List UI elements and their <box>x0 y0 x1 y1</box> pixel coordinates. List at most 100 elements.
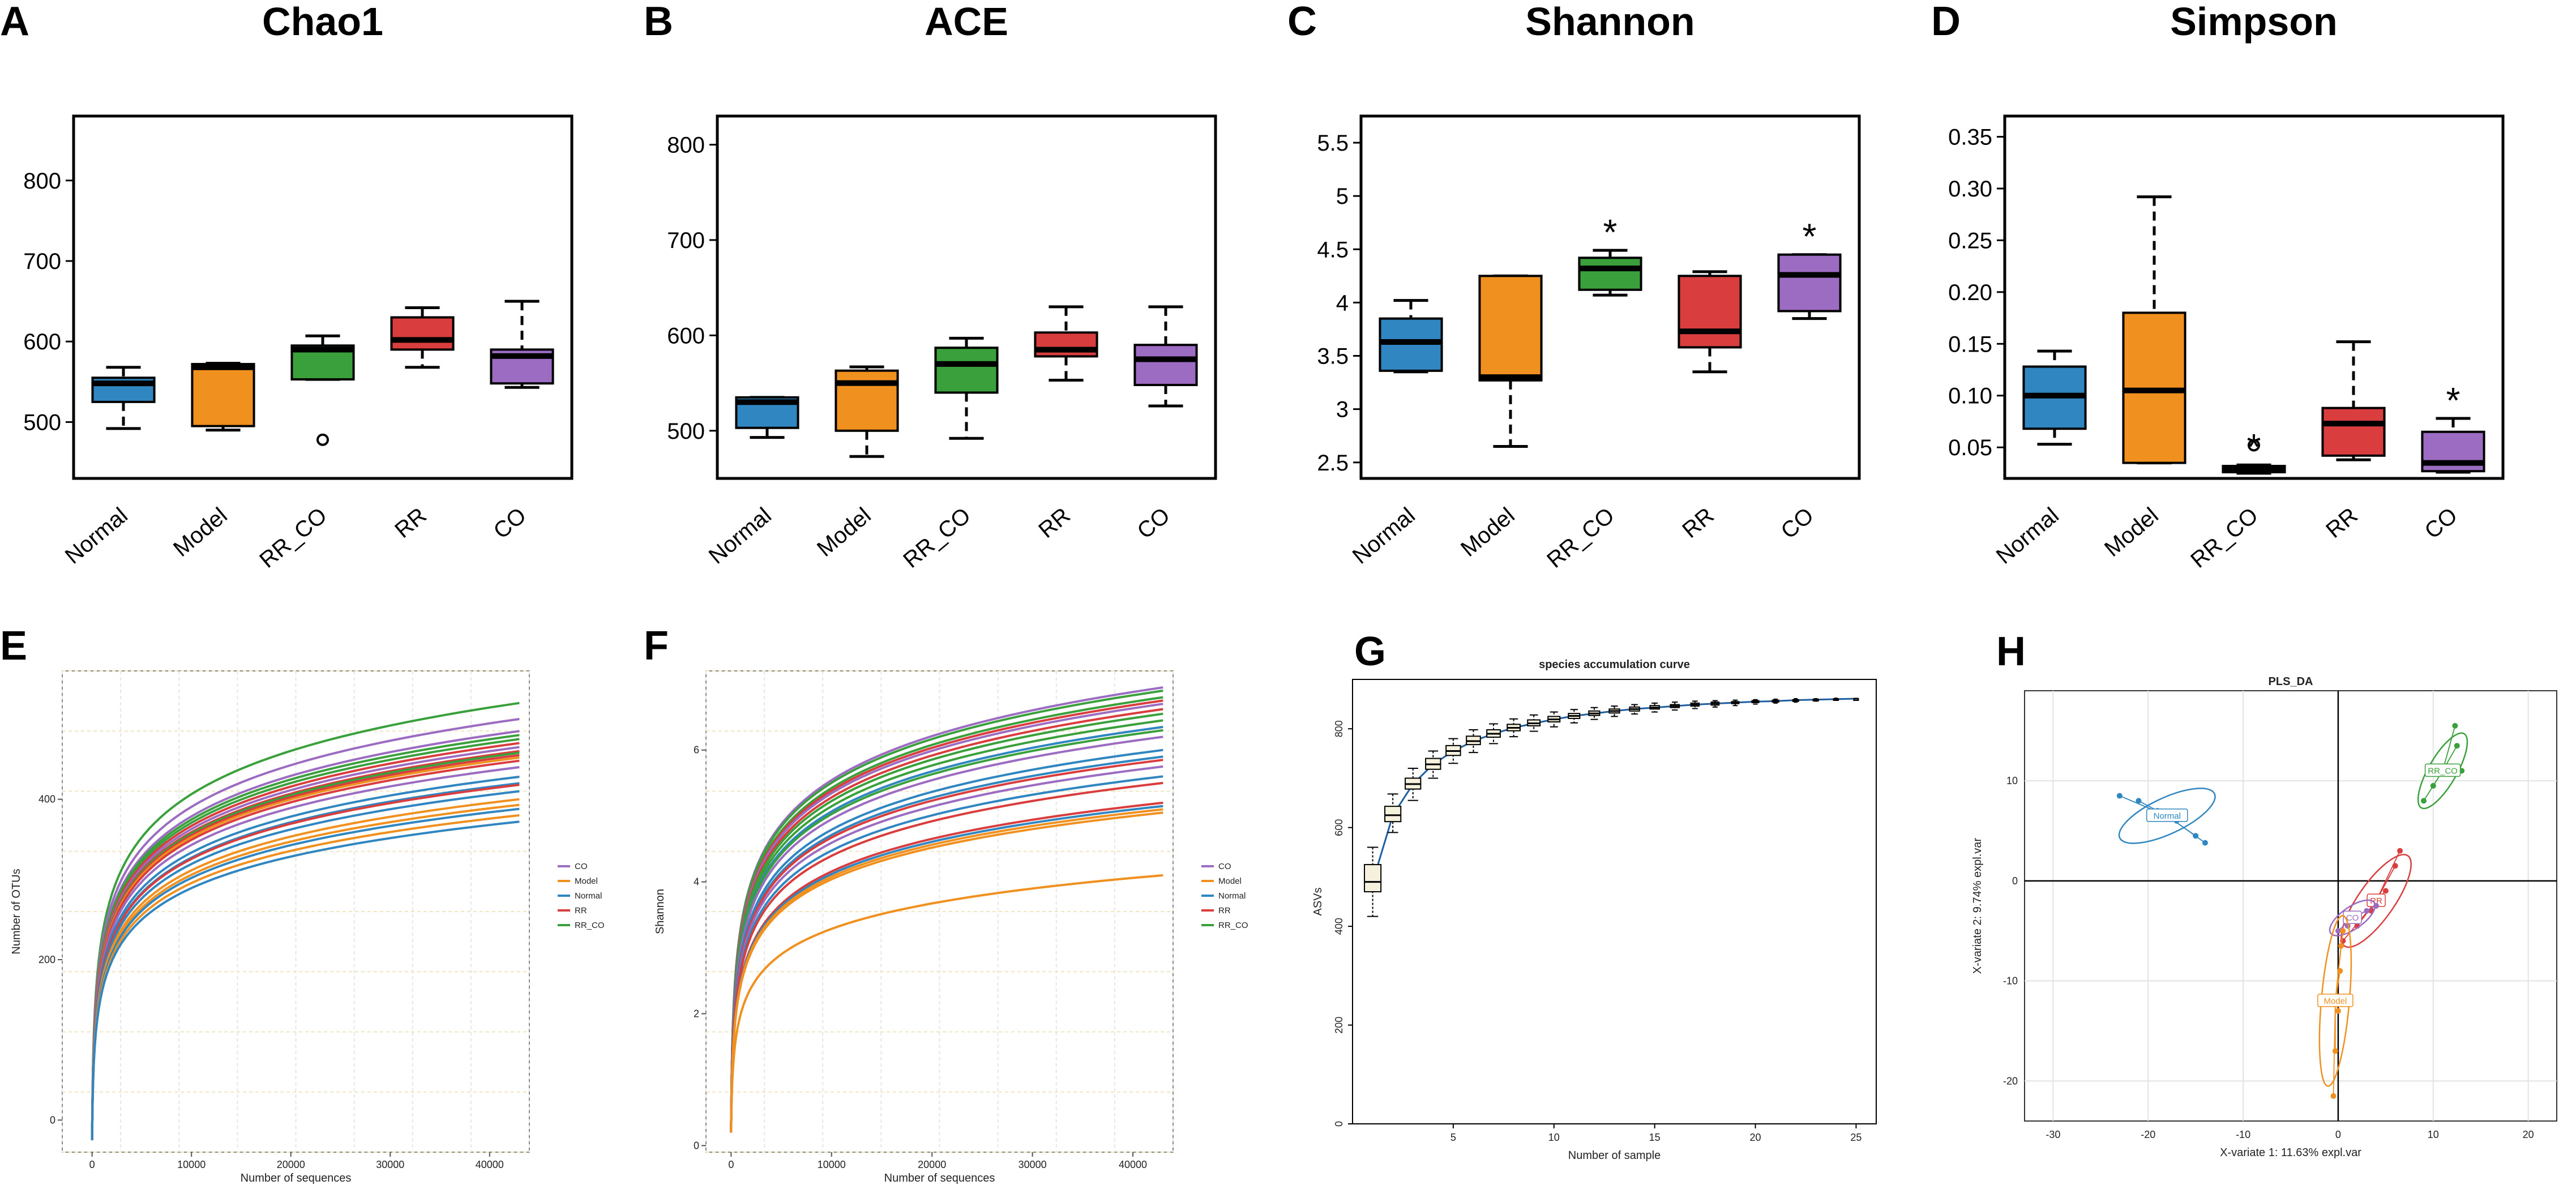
legend-label: CO <box>1218 862 1231 871</box>
x-tick-label: 10000 <box>177 1159 206 1170</box>
centroid-link-rr-co <box>2442 725 2456 771</box>
y-tick-label: 4 <box>1336 290 1349 315</box>
x-tick-label: 0 <box>89 1159 95 1170</box>
x-category-label: RR_CO <box>255 503 332 573</box>
y-tick-label: 3 <box>1336 397 1349 422</box>
x-tick-label: -10 <box>2236 1129 2250 1140</box>
x-tick-label: 15 <box>1649 1132 1661 1143</box>
box-rr <box>1678 275 1742 349</box>
y-tick-label: 2.5 <box>1317 451 1349 476</box>
x-category-label: Model <box>2100 503 2163 562</box>
x-tick-label: 40000 <box>476 1159 504 1170</box>
panel-h: H PLS_DA -30 -20 -10 0 10 20 -20 -10 0 10 X-variate … <box>1931 617 2575 1185</box>
rarefaction-curve-model <box>730 811 1163 1133</box>
x-category-label: CO <box>1133 503 1175 544</box>
sample-point-rr-co <box>2430 782 2436 789</box>
y-tick-label: 200 <box>1333 1017 1345 1034</box>
sample-point-model <box>2335 1008 2341 1014</box>
sample-point-rr-co <box>2421 798 2427 804</box>
y-tick-label: 0.10 <box>1948 384 1992 409</box>
x-tick-label: 0 <box>728 1159 734 1170</box>
plot-frame <box>72 114 574 480</box>
box-model <box>191 363 255 427</box>
y-tick-label: 6 <box>694 745 699 756</box>
box-rr <box>390 316 455 351</box>
y-tick-label: 0 <box>1333 1121 1345 1127</box>
x-tick-label: 20000 <box>277 1159 305 1170</box>
y-tick-label: 0.05 <box>1948 435 1992 460</box>
y-tick-label: 600 <box>1333 819 1345 836</box>
legend-label: RR_CO <box>1218 921 1248 930</box>
group-label-box-co <box>2343 910 2362 924</box>
box-rr <box>2321 407 2386 457</box>
chart-title: ACE <box>925 0 1008 44</box>
y-tick-label: 0.25 <box>1948 228 1992 253</box>
x-category-label: RR_CO <box>898 503 975 573</box>
group-label-rr: RR <box>2370 896 2382 906</box>
chao1-boxplot: A Chao1 500 600 700 800 Normal Model RR_CO RR CO <box>0 0 574 573</box>
x-tick-label: 20 <box>2523 1129 2534 1140</box>
y-tick-label: -10 <box>2003 976 2018 987</box>
rarefaction-curve-rr <box>730 781 1163 1133</box>
significance-star: * <box>2446 380 2461 421</box>
x-tick-label: 25 <box>1850 1132 1862 1143</box>
y-axis-title: Shannon <box>654 889 666 934</box>
y-tick-label: 10 <box>2006 775 2018 786</box>
outlier-point <box>2248 439 2260 452</box>
x-axis-title: X-variate 1: 11.63% expl.var <box>2220 1147 2361 1159</box>
y-tick-label: 0 <box>694 1140 699 1151</box>
panel-label: B <box>644 0 673 44</box>
sample-point-rr-co <box>2452 722 2458 729</box>
panel-b: B ACE 500 600 700 800 Normal Model RR_CO RR CO <box>644 0 1287 617</box>
centroid-link-model <box>2334 931 2344 1002</box>
x-tick-label: 30000 <box>1019 1159 1047 1170</box>
x-tick-label: 40000 <box>1119 1159 1147 1170</box>
otu-rarefaction-chart: E 0 10000 20000 30000 40000 0 200 400 Number of s… <box>0 623 605 1184</box>
panel-label: A <box>0 0 29 44</box>
x-category-label: Model <box>1456 503 1520 562</box>
significance-star: * <box>1803 216 1817 257</box>
y-tick-label: 700 <box>23 249 61 274</box>
x-category-label: Normal <box>704 503 776 569</box>
x-category-label: Normal <box>61 503 132 569</box>
y-tick-label: 4.5 <box>1317 237 1349 262</box>
accumulation-box <box>1384 806 1402 823</box>
legend-label: Normal <box>575 891 602 901</box>
y-axis-title: ASVs <box>1312 887 1324 916</box>
rarefaction-curve-normal <box>91 820 520 1140</box>
y-tick-label: 4 <box>694 876 699 888</box>
y-tick-label: 0.35 <box>1948 125 1992 150</box>
group-label-box-rr-co <box>2424 763 2461 777</box>
y-tick-label: 0 <box>2012 875 2018 887</box>
x-category-label: RR <box>1678 503 1719 543</box>
box-rr_co <box>934 346 999 394</box>
y-tick-label: 500 <box>667 419 705 444</box>
sample-point-rr <box>2382 888 2389 894</box>
legend-label: Model <box>575 876 598 886</box>
group-label-rr-co: RR_CO <box>2428 766 2458 776</box>
y-tick-label: 600 <box>23 330 61 354</box>
legend-label: RR_CO <box>575 921 605 930</box>
legend-label: RR <box>575 906 587 916</box>
x-tick-label: 30000 <box>376 1159 404 1170</box>
box-co <box>1133 344 1198 386</box>
y-tick-label: 5.5 <box>1317 131 1349 156</box>
chart-title: Shannon <box>1525 0 1694 44</box>
x-tick-label: -30 <box>2046 1129 2060 1140</box>
sample-point-co <box>2335 928 2341 934</box>
x-tick-label: 0 <box>2335 1129 2341 1140</box>
panel-label: G <box>1354 629 1386 674</box>
sample-point-model <box>2330 1093 2337 1099</box>
rarefaction-curve-model <box>730 874 1163 1133</box>
box-co <box>1777 253 1842 313</box>
group-label-normal: Normal <box>2154 811 2181 821</box>
ace-boxplot: B ACE 500 600 700 800 Normal Model RR_CO RR CO <box>644 0 1217 573</box>
confidence-ellipse-normal <box>2118 788 2216 844</box>
sample-point-rr <box>2340 938 2346 944</box>
x-category-label: CO <box>1777 503 1818 544</box>
x-category-label: Model <box>169 503 232 562</box>
sample-point-model <box>2332 1048 2338 1054</box>
y-tick-label: 800 <box>667 133 705 158</box>
